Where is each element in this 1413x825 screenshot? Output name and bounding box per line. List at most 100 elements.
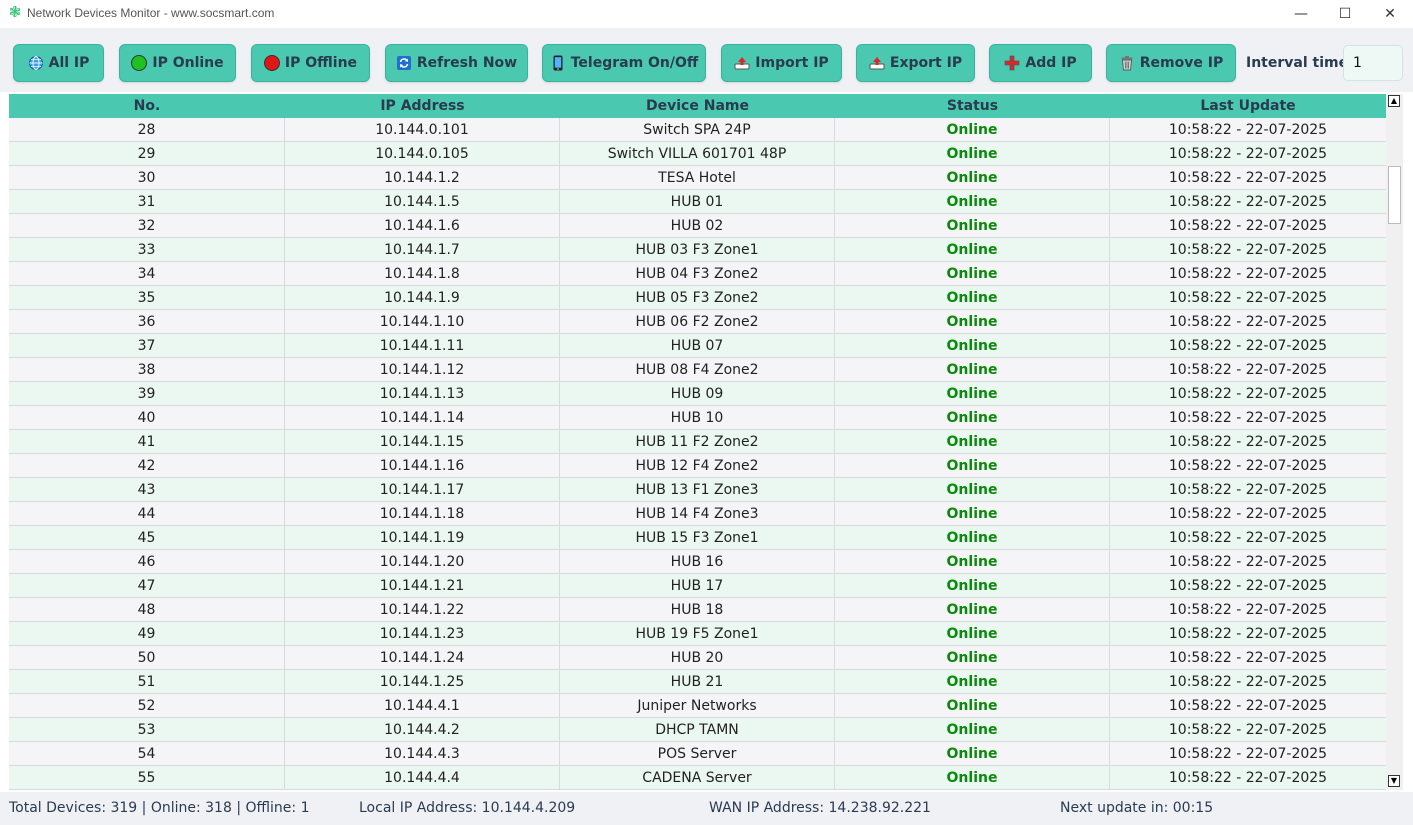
ip-address-cell: 10.144.4.3 — [285, 742, 560, 765]
refresh-now-button[interactable]: Refresh Now — [385, 44, 528, 82]
table-row[interactable]: 46 10.144.1.20 HUB 16 Online 10:58:22 - 22-0… — [9, 550, 1386, 574]
table-body: 28 10.144.0.101 Switch SPA 24P Online 10:58:… — [9, 118, 1386, 790]
row-number-cell: 40 — [9, 406, 285, 429]
green-dot-icon — [131, 55, 148, 71]
table-row[interactable]: 42 10.144.1.16 HUB 12 F4 Zone2 Online 10:58:… — [9, 454, 1386, 478]
table-row[interactable]: 55 10.144.4.4 CADENA Server Online 10:58:22 … — [9, 766, 1386, 790]
status-cell: Online — [835, 670, 1110, 693]
table-row[interactable]: 48 10.144.1.22 HUB 18 Online 10:58:22 - 22-0… — [9, 598, 1386, 622]
column-header-ip-address[interactable]: IP Address — [380, 98, 465, 114]
wan-ip-address: WAN IP Address: 14.238.92.221 — [709, 800, 931, 816]
ip-address-cell: 10.144.0.101 — [285, 118, 560, 141]
import-ip-label: Import IP — [755, 55, 829, 71]
maximize-button[interactable]: ☐ — [1338, 6, 1352, 22]
table-row[interactable]: 32 10.144.1.6 HUB 02 Online 10:58:22 - 22-07… — [9, 214, 1386, 238]
last-update-cell: 10:58:22 - 22-07-2025 — [1168, 457, 1328, 474]
title-bar: ❃ Network Devices Monitor - www.socsmart… — [0, 0, 1413, 28]
last-update-cell: 10:58:22 - 22-07-2025 — [1168, 217, 1328, 234]
trash-icon — [1119, 55, 1135, 71]
table-row[interactable]: 34 10.144.1.8 HUB 04 F3 Zone2 Online 10:58:2… — [9, 262, 1386, 286]
table-scrollbar[interactable]: ▲ ▼ — [1386, 94, 1403, 790]
device-name-cell: HUB 01 — [560, 190, 835, 213]
table-row[interactable]: 35 10.144.1.9 HUB 05 F3 Zone2 Online 10:58:2… — [9, 286, 1386, 310]
last-update-cell: 10:58:22 - 22-07-2025 — [1168, 121, 1328, 138]
ip-address-cell: 10.144.1.22 — [285, 598, 560, 621]
device-name-cell: HUB 05 F3 Zone2 — [560, 286, 835, 309]
ip-address-cell: 10.144.4.4 — [285, 766, 560, 789]
last-update-cell: 10:58:22 - 22-07-2025 — [1168, 241, 1328, 258]
status-cell: Online — [835, 598, 1110, 621]
ip-offline-button[interactable]: IP Offline — [251, 44, 370, 82]
status-cell: Online — [835, 382, 1110, 405]
row-number-cell: 38 — [9, 358, 285, 381]
scrollbar-thumb[interactable] — [1388, 166, 1401, 224]
device-name-cell: HUB 03 F3 Zone1 — [560, 238, 835, 261]
table-row[interactable]: 39 10.144.1.13 HUB 09 Online 10:58:22 - 22-0… — [9, 382, 1386, 406]
table-row[interactable]: 36 10.144.1.10 HUB 06 F2 Zone2 Online 10:58:… — [9, 310, 1386, 334]
telegram-toggle-button[interactable]: Telegram On/Off — [542, 44, 706, 82]
last-update-cell: 10:58:22 - 22-07-2025 — [1168, 553, 1328, 570]
ip-address-cell: 10.144.1.17 — [285, 478, 560, 501]
add-ip-button[interactable]: Add IP — [989, 44, 1092, 82]
close-button[interactable]: ✕ — [1384, 6, 1396, 22]
scroll-down-icon[interactable]: ▼ — [1388, 775, 1400, 787]
row-number-cell: 31 — [9, 190, 285, 213]
table-row[interactable]: 40 10.144.1.14 HUB 10 Online 10:58:22 - 22-0… — [9, 406, 1386, 430]
table-row[interactable]: 44 10.144.1.18 HUB 14 F4 Zone3 Online 10:58:… — [9, 502, 1386, 526]
table-row[interactable]: 31 10.144.1.5 HUB 01 Online 10:58:22 - 22-07… — [9, 190, 1386, 214]
table-row[interactable]: 47 10.144.1.21 HUB 17 Online 10:58:22 - 22-0… — [9, 574, 1386, 598]
last-update-cell: 10:58:22 - 22-07-2025 — [1168, 505, 1328, 522]
device-name-cell: Switch SPA 24P — [560, 118, 835, 141]
status-cell: Online — [835, 358, 1110, 381]
table-row[interactable]: 41 10.144.1.15 HUB 11 F2 Zone2 Online 10:58:… — [9, 430, 1386, 454]
status-cell: Online — [835, 646, 1110, 669]
status-cell: Online — [835, 478, 1110, 501]
table-row[interactable]: 43 10.144.1.17 HUB 13 F1 Zone3 Online 10:58:… — [9, 478, 1386, 502]
column-header-device-name[interactable]: Device Name — [646, 98, 749, 114]
scroll-up-icon[interactable]: ▲ — [1388, 95, 1400, 107]
device-name-cell: HUB 08 F4 Zone2 — [560, 358, 835, 381]
ip-address-cell: 10.144.1.15 — [285, 430, 560, 453]
status-cell: Online — [835, 718, 1110, 741]
device-name-cell: DHCP TAMN — [560, 718, 835, 741]
phone-icon — [550, 55, 566, 71]
import-ip-button[interactable]: Import IP — [721, 44, 842, 82]
table-row[interactable]: 50 10.144.1.24 HUB 20 Online 10:58:22 - 22-0… — [9, 646, 1386, 670]
table-row[interactable]: 49 10.144.1.23 HUB 19 F5 Zone1 Online 10:58:… — [9, 622, 1386, 646]
row-number-cell: 41 — [9, 430, 285, 453]
column-header-last-update[interactable]: Last Update — [1200, 98, 1296, 114]
interval-input[interactable] — [1343, 45, 1403, 81]
ip-online-button[interactable]: IP Online — [119, 44, 236, 82]
row-number-cell: 43 — [9, 478, 285, 501]
column-header-no[interactable]: No. — [133, 98, 161, 114]
status-cell: Online — [835, 238, 1110, 261]
row-number-cell: 39 — [9, 382, 285, 405]
row-number-cell: 52 — [9, 694, 285, 717]
row-number-cell: 55 — [9, 766, 285, 789]
status-cell: Online — [835, 622, 1110, 645]
table-row[interactable]: 51 10.144.1.25 HUB 21 Online 10:58:22 - 22-0… — [9, 670, 1386, 694]
ip-address-cell: 10.144.1.8 — [285, 262, 560, 285]
table-row[interactable]: 53 10.144.4.2 DHCP TAMN Online 10:58:22 - 22… — [9, 718, 1386, 742]
column-header-status[interactable]: Status — [946, 98, 999, 114]
table-row[interactable]: 29 10.144.0.105 Switch VILLA 601701 48P Onl… — [9, 142, 1386, 166]
all-ip-button[interactable]: All IP — [13, 44, 104, 82]
ip-address-cell: 10.144.0.105 — [285, 142, 560, 165]
device-counts: Total Devices: 319 | Online: 318 | Offli… — [9, 800, 310, 816]
last-update-cell: 10:58:22 - 22-07-2025 — [1168, 721, 1328, 738]
table-row[interactable]: 52 10.144.4.1 Juniper Networks Online 10:58:… — [9, 694, 1386, 718]
table-row[interactable]: 33 10.144.1.7 HUB 03 F3 Zone1 Online 10:58:2… — [9, 238, 1386, 262]
ip-address-cell: 10.144.1.7 — [285, 238, 560, 261]
row-number-cell: 29 — [9, 142, 285, 165]
table-row[interactable]: 37 10.144.1.11 HUB 07 Online 10:58:22 - 22-0… — [9, 334, 1386, 358]
ip-address-cell: 10.144.1.11 — [285, 334, 560, 357]
remove-ip-button[interactable]: Remove IP — [1106, 44, 1236, 82]
table-row[interactable]: 30 10.144.1.2 TESA Hotel Online 10:58:22 - 2… — [9, 166, 1386, 190]
table-row[interactable]: 45 10.144.1.19 HUB 15 F3 Zone1 Online 10:58:… — [9, 526, 1386, 550]
table-row[interactable]: 28 10.144.0.101 Switch SPA 24P Online 10:58:… — [9, 118, 1386, 142]
table-row[interactable]: 38 10.144.1.12 HUB 08 F4 Zone2 Online 10:58:… — [9, 358, 1386, 382]
export-ip-button[interactable]: Export IP — [856, 44, 975, 82]
minimize-button[interactable]: — — [1294, 6, 1308, 22]
table-row[interactable]: 54 10.144.4.3 POS Server Online 10:58:22 - 2… — [9, 742, 1386, 766]
all-ip-label: All IP — [48, 55, 90, 71]
